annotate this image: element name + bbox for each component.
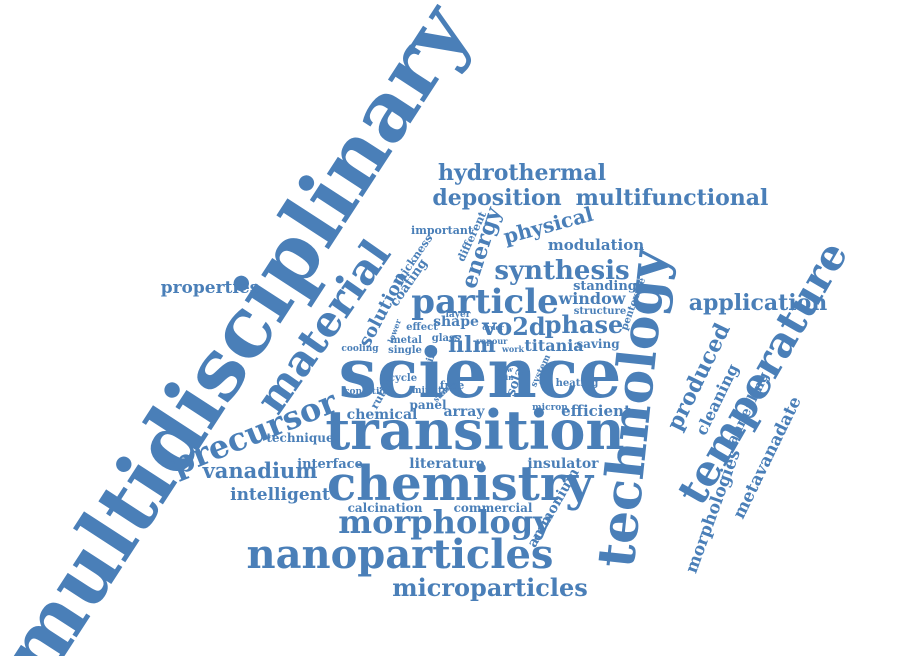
word-vapour: vapour bbox=[476, 336, 509, 346]
word-panel: panel bbox=[409, 398, 447, 412]
word-order: order bbox=[482, 323, 504, 332]
word-hydrothermal: hydrothermal bbox=[438, 160, 606, 186]
word-vo2d: vo2d bbox=[481, 312, 546, 341]
word-microparticles: microparticles bbox=[392, 573, 587, 602]
word-window: window bbox=[557, 289, 626, 308]
word-intelligent: intelligent bbox=[230, 485, 330, 505]
word-calcination: calcination bbox=[348, 501, 423, 515]
word-layer: layer bbox=[446, 310, 471, 320]
word-properties: properties bbox=[161, 278, 260, 298]
word-metal: metal bbox=[390, 335, 422, 346]
word-shape: shape bbox=[433, 314, 479, 330]
word-heating: heating bbox=[556, 378, 599, 389]
word-science: science bbox=[339, 334, 622, 414]
word-deposition: deposition bbox=[432, 185, 561, 211]
word-insulator: insulator bbox=[527, 456, 599, 472]
word-multifunctional: multifunctional bbox=[576, 185, 769, 211]
word-vanadium: vanadium bbox=[202, 458, 318, 483]
word-titania: titania bbox=[524, 336, 583, 355]
word-standing: standing bbox=[573, 279, 637, 294]
word-nanoparticles: nanoparticles bbox=[247, 531, 554, 578]
word-synthesis: synthesis bbox=[494, 256, 629, 286]
word-transition: transition bbox=[325, 398, 624, 462]
word-phase: phase bbox=[545, 310, 624, 339]
word-morphology: morphology bbox=[338, 503, 553, 541]
word-saving: saving bbox=[576, 337, 620, 351]
word-minute: minute bbox=[412, 386, 448, 396]
word-particle: particle bbox=[411, 282, 559, 322]
word-free: free bbox=[440, 379, 465, 392]
word-single: single bbox=[388, 345, 422, 356]
word-film: film bbox=[448, 332, 496, 358]
word-literature: literature bbox=[409, 456, 484, 472]
word-modulation: modulation bbox=[548, 236, 644, 254]
word-efficient: efficient bbox=[561, 402, 631, 420]
word-micron: micron bbox=[532, 403, 568, 413]
word-work: work bbox=[501, 344, 524, 354]
word-condition: condition bbox=[344, 387, 392, 397]
word-technique: technique bbox=[266, 431, 334, 445]
word-commercial: commercial bbox=[454, 501, 533, 515]
word-application: application bbox=[689, 290, 828, 316]
word-chemistry: chemistry bbox=[327, 456, 595, 512]
word-cooling: cooling bbox=[341, 344, 379, 354]
word-glass: glass bbox=[432, 333, 461, 344]
word-new: new bbox=[497, 365, 514, 374]
word-effect: effect bbox=[406, 322, 438, 333]
word-important: important bbox=[411, 224, 474, 237]
word-structure: structure bbox=[574, 306, 626, 317]
word-array: array bbox=[443, 404, 485, 420]
word-chemical: chemical bbox=[347, 407, 418, 423]
word-spin: spin bbox=[497, 373, 514, 382]
word-interface: interface bbox=[297, 457, 363, 472]
word-cycle: cycle bbox=[389, 373, 417, 384]
